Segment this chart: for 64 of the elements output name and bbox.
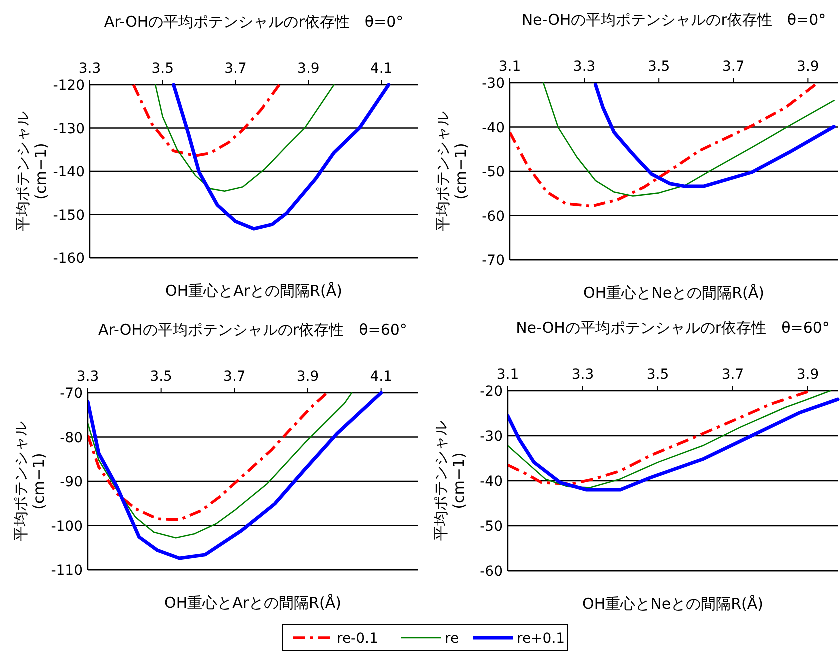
- x-tick-label: 3.1: [498, 59, 522, 75]
- x-tick-label: 3.7: [722, 59, 745, 75]
- x-tick-label: 3.9: [797, 59, 820, 75]
- chart-title: Ne-OHの平均ポテンシャルのr依存性 θ=0°: [522, 11, 826, 29]
- x-axis-title: OH重心とNeとの間隔R(Å): [582, 595, 764, 613]
- y-tick-label: -40: [480, 474, 503, 490]
- chart-title: Ar-OHの平均ポテンシャルのr依存性 θ=60°: [98, 321, 408, 339]
- x-tick-label: 3.1: [496, 367, 520, 383]
- legend-label: re: [445, 631, 460, 647]
- x-tick-label: 3.9: [796, 367, 820, 383]
- y-tick-label: -100: [51, 518, 83, 535]
- line-series: [88, 392, 353, 539]
- line-series: [172, 83, 391, 231]
- x-tick-label: 4.1: [370, 61, 393, 77]
- y-tick-label: -20: [480, 384, 503, 400]
- x-axis-title: OH重心とArとの間隔R(Å): [164, 594, 342, 612]
- y-tick-label: -30: [480, 429, 503, 445]
- line-series: [154, 84, 335, 192]
- y-tick-label: -150: [53, 208, 85, 224]
- x-tick-label: 3.5: [646, 367, 670, 383]
- line-series: [542, 82, 835, 197]
- chart-title: Ar-OHの平均ポテンシャルのr依存性 θ=0°: [104, 13, 404, 31]
- x-tick-label: 3.7: [224, 369, 246, 385]
- x-axis-title: OH重心とArとの間隔R(Å): [166, 282, 342, 300]
- y-tick-label: -50: [480, 519, 503, 535]
- line-series: [594, 83, 836, 188]
- x-tick-label: 3.3: [572, 367, 594, 383]
- x-tick-label: 3.7: [224, 61, 247, 77]
- line-series: [88, 392, 328, 522]
- y-axis-title: 平均ポテンシャル (cm−1): [432, 421, 468, 541]
- y-axis-title: 平均ポテンシャル (cm−1): [434, 112, 470, 232]
- legend-label: re+0.1: [517, 631, 566, 647]
- x-tick-label: 3.9: [298, 61, 320, 77]
- legend-label: re-0.1: [337, 631, 378, 647]
- x-tick-label: 3.3: [78, 61, 102, 77]
- y-tick-label: -90: [60, 474, 83, 490]
- y-tick-label: -40: [482, 120, 505, 136]
- y-tick-label: -60: [480, 564, 503, 580]
- y-axis-title: 平均ポテンシャル (cm−1): [14, 112, 50, 232]
- x-axis-title: OH重心とNeとの間隔R(Å): [584, 284, 764, 302]
- x-tick-label: 4.1: [370, 369, 392, 385]
- x-tick-label: 3.5: [152, 61, 174, 77]
- x-tick-label: 3.3: [76, 369, 100, 385]
- y-tick-label: -120: [53, 78, 85, 94]
- y-tick-label: -50: [482, 164, 505, 180]
- line-series: [88, 391, 384, 560]
- y-tick-label: -110: [51, 563, 83, 579]
- y-tick-label: -30: [482, 76, 505, 92]
- line-series: [132, 84, 281, 158]
- chart-title: Ne-OHの平均ポテンシャルのr依存性 θ=60°: [516, 319, 830, 337]
- x-tick-label: 3.5: [648, 59, 670, 75]
- x-tick-label: 3.7: [722, 367, 744, 383]
- x-tick-label: 3.5: [150, 369, 172, 385]
- line-series: [510, 83, 818, 208]
- y-tick-label: -130: [53, 121, 85, 138]
- y-tick-label: -160: [53, 251, 85, 267]
- y-tick-label: -60: [482, 208, 505, 225]
- y-tick-label: -70: [60, 386, 83, 402]
- y-axis-title: 平均ポテンシャル (cm−1): [12, 422, 48, 542]
- x-tick-label: 3.3: [573, 59, 596, 75]
- y-tick-label: -80: [60, 430, 83, 446]
- x-tick-label: 3.9: [296, 369, 320, 385]
- y-tick-label: -70: [482, 253, 505, 269]
- y-tick-label: -140: [53, 164, 85, 180]
